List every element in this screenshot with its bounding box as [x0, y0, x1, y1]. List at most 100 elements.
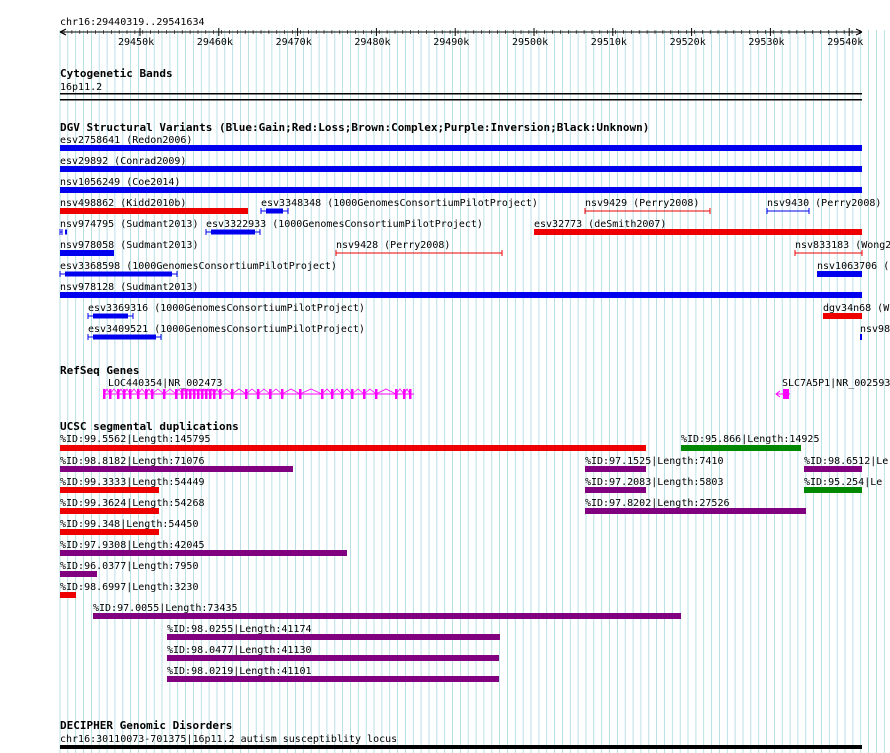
segdup-feature-bar[interactable] [167, 634, 500, 640]
refseq-exon[interactable] [117, 389, 120, 399]
dgv-feature-bar[interactable] [93, 313, 128, 319]
segdup-feature[interactable]: %ID:95.866|Length:14925 [681, 434, 819, 451]
dgv-feature-bar[interactable] [60, 250, 114, 256]
refseq-exon[interactable] [145, 389, 148, 399]
refseq-exon[interactable] [363, 389, 366, 399]
segdup-feature-bar[interactable] [60, 529, 159, 535]
segdup-feature-bar[interactable] [585, 466, 646, 472]
dgv-feature[interactable]: esv3322933 (1000GenomesConsortiumPilotPr… [205, 219, 483, 235]
segdup-feature[interactable]: %ID:98.6512|Le [804, 456, 888, 472]
refseq-exon[interactable] [331, 389, 334, 399]
dgv-feature[interactable]: esv32773 (deSmith2007) [534, 219, 862, 235]
dgv-feature[interactable]: nsv974795 (Sudmant2013) [59, 219, 198, 235]
refseq-exon[interactable] [175, 389, 178, 399]
dgv-feature[interactable]: esv2758641 (Redon2006) [60, 135, 862, 151]
refseq-exon[interactable] [205, 389, 208, 399]
segdup-feature-bar[interactable] [167, 676, 499, 682]
segdup-feature-bar[interactable] [93, 613, 681, 619]
segdup-feature[interactable]: %ID:95.254|Le [804, 477, 882, 493]
segdup-feature[interactable]: %ID:99.3624|Length:54268 [60, 498, 205, 514]
refseq-exon[interactable] [123, 389, 126, 399]
dgv-feature-bar[interactable] [211, 229, 255, 235]
dgv-feature[interactable]: esv3368598 (1000GenomesConsortiumPilotPr… [59, 261, 337, 277]
dgv-feature-bar[interactable] [65, 229, 67, 235]
dgv-feature[interactable]: nsv9428 (Perry2008) [335, 240, 503, 256]
refseq-exon[interactable] [193, 389, 196, 399]
refseq-exon[interactable] [231, 389, 234, 399]
dgv-feature-bar[interactable] [60, 166, 862, 172]
refseq-gene[interactable]: SLC7A5P1|NR_002593 [775, 378, 890, 399]
refseq-track[interactable]: RefSeq Genes LOC440354|NR_002473 SLC7A5P1… [60, 364, 890, 399]
dgv-feature-bar[interactable] [860, 334, 862, 340]
dgv-feature-bar[interactable] [60, 208, 248, 214]
cytoband-bar[interactable] [60, 93, 862, 95]
refseq-exon[interactable] [321, 389, 324, 399]
refseq-exon[interactable] [269, 389, 272, 399]
refseq-exon[interactable] [129, 389, 132, 399]
segdup-feature[interactable]: %ID:98.0219|Length:41101 [167, 666, 499, 682]
dgv-feature[interactable]: nsv978058 (Sudmant2013) [60, 240, 198, 256]
dgv-track[interactable]: DGV Structural Variants (Blue:Gain;Red:L… [59, 121, 890, 340]
refseq-exon[interactable] [351, 389, 354, 399]
segdup-feature[interactable]: %ID:97.2083|Length:5803 [585, 477, 723, 493]
segdup-feature[interactable]: %ID:98.8182|Length:71076 [60, 456, 293, 472]
refseq-exon[interactable] [137, 389, 140, 399]
segdup-feature[interactable]: %ID:96.0377|Length:7950 [60, 561, 198, 577]
segdup-feature-bar[interactable] [60, 550, 347, 556]
dgv-feature-bar[interactable] [534, 229, 862, 235]
segdup-feature-bar[interactable] [60, 487, 159, 493]
dgv-feature[interactable]: dgv34n68 (W [823, 303, 890, 319]
dgv-feature[interactable]: nsv1056249 (Coe2014) [60, 177, 862, 193]
segdup-feature-bar[interactable] [585, 487, 646, 493]
segdup-feature-bar[interactable] [60, 445, 646, 451]
segdup-feature-bar[interactable] [60, 508, 159, 514]
refseq-exon[interactable] [257, 389, 260, 399]
segdup-feature-bar[interactable] [60, 466, 293, 472]
refseq-exon[interactable] [783, 389, 789, 399]
segdup-feature[interactable]: %ID:99.3333|Length:54449 [60, 477, 205, 493]
refseq-exon[interactable] [151, 389, 154, 399]
cytoband-track[interactable]: Cytogenetic Bands 16p11.2 [60, 67, 862, 101]
dgv-feature[interactable]: nsv98 [860, 324, 890, 340]
segdup-feature[interactable]: %ID:97.9308|Length:42045 [60, 540, 347, 556]
segdup-feature-bar[interactable] [585, 508, 806, 514]
segdup-feature[interactable]: %ID:98.6997|Length:3230 [60, 582, 198, 598]
refseq-exon[interactable] [395, 389, 398, 399]
refseq-exon[interactable] [181, 389, 184, 399]
dgv-feature[interactable]: esv3369316 (1000GenomesConsortiumPilotPr… [87, 303, 365, 319]
decipher-feature-label[interactable]: chr16:30110073-701375|16p11.2 autism sus… [60, 734, 397, 745]
segdup-feature[interactable]: %ID:97.8202|Length:27526 [585, 498, 806, 514]
refseq-exon[interactable] [163, 389, 166, 399]
segdup-feature-bar[interactable] [681, 445, 801, 451]
dgv-feature[interactable]: nsv498862 (Kidd2010b) [60, 198, 248, 214]
dgv-feature[interactable]: nsv9429 (Perry2008) [584, 198, 711, 214]
refseq-exon[interactable] [209, 389, 212, 399]
refseq-exon[interactable] [375, 389, 378, 399]
refseq-exon[interactable] [299, 389, 302, 399]
dgv-feature-bar[interactable] [266, 208, 283, 214]
dgv-feature-bar[interactable] [823, 313, 862, 319]
segdup-feature[interactable]: %ID:97.0055|Length:73435 [93, 603, 681, 619]
dgv-feature-bar[interactable] [93, 334, 156, 340]
segdup-feature-bar[interactable] [804, 487, 862, 493]
segdup-feature-bar[interactable] [60, 592, 76, 598]
dgv-feature-bar[interactable] [817, 271, 862, 277]
segdup-feature[interactable]: %ID:98.0255|Length:41174 [167, 624, 500, 640]
segdup-track[interactable]: UCSC segmental duplications %ID:99.5562|… [60, 420, 888, 682]
refseq-exon[interactable] [245, 389, 248, 399]
refseq-exon[interactable] [409, 389, 412, 399]
segdup-feature[interactable]: %ID:97.1525|Length:7410 [585, 456, 723, 472]
segdup-feature-bar[interactable] [60, 571, 97, 577]
refseq-exon[interactable] [281, 389, 284, 399]
segdup-feature[interactable]: %ID:99.348|Length:54450 [60, 519, 198, 535]
refseq-exon[interactable] [109, 389, 112, 399]
refseq-exon[interactable] [341, 389, 344, 399]
decipher-feature-bar[interactable] [60, 745, 862, 749]
refseq-gene[interactable]: LOC440354|NR_002473 [103, 378, 414, 399]
dgv-feature[interactable]: nsv1063706 ( [817, 261, 889, 277]
refseq-exon[interactable] [189, 389, 192, 399]
segdup-feature-bar[interactable] [804, 466, 862, 472]
dgv-feature-bar[interactable] [60, 187, 862, 193]
dgv-feature[interactable]: nsv9430 (Perry2008) [766, 198, 881, 214]
refseq-exon[interactable] [201, 389, 204, 399]
